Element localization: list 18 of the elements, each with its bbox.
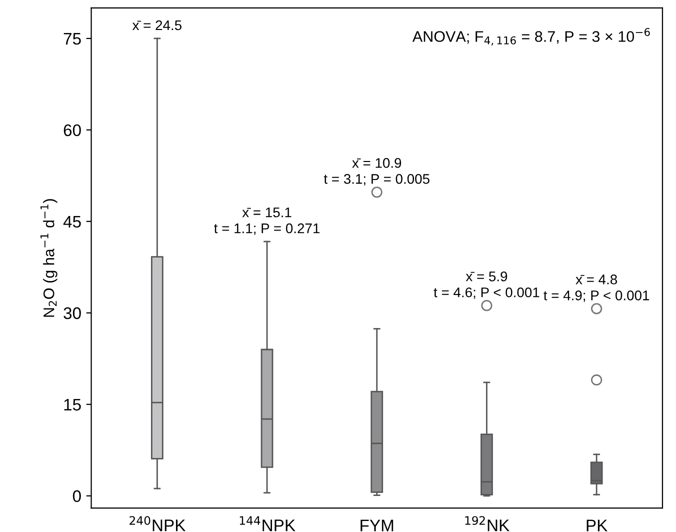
x-tick-label: PK <box>586 520 608 532</box>
annotation: x̄ = 5.9 t = 4.6; P < 0.001 <box>434 271 540 299</box>
y-tick-label: 45 <box>63 216 81 228</box>
y-axis-title: N$_{2}$O (g ha$^{−1}$ d$^{−1}$) <box>40 199 58 317</box>
y-tick-label: 0 <box>72 490 81 502</box>
annotation: x̄ = 24.5 <box>132 20 182 30</box>
annotation: x̄ = 10.9 t = 3.1; P = 0.005 <box>324 158 430 186</box>
y-tick-label: 60 <box>64 124 81 136</box>
annotation: ANOVA; F$_{4,116}$ = 8.7, P = 3 × 10$^{−6}$ <box>412 28 650 46</box>
x-tick-label: $^{240}$NPK <box>130 516 186 532</box>
x-tick-label: $^{144}$NPK <box>240 516 296 532</box>
x-tick-label: FYM <box>360 520 394 532</box>
y-tick-label: 15 <box>64 398 81 411</box>
annotation: x̄ = 15.1 t = 1.1; P = 0.271 <box>214 208 320 235</box>
y-tick-label: 30 <box>64 307 81 320</box>
y-tick-label: 75 <box>64 33 81 45</box>
x-tick-label: $^{192}$NK <box>465 516 510 532</box>
annotation: x̄ = 4.8 t = 4.9; P < 0.001 <box>544 274 650 302</box>
